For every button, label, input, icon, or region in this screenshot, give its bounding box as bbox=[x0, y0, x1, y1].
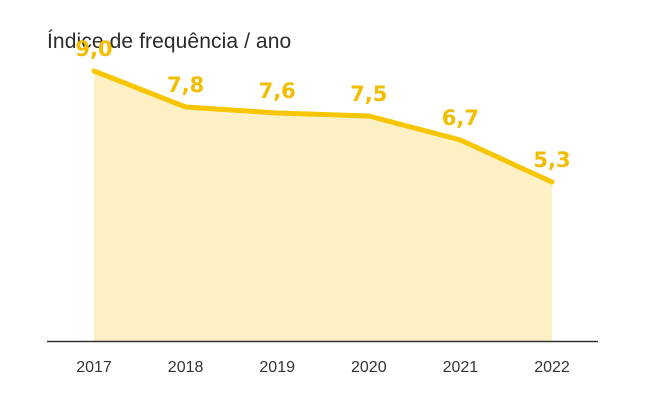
area-fill bbox=[94, 71, 552, 341]
x-tick-label-2020: 2020 bbox=[351, 359, 387, 376]
x-tick-label-2017: 2017 bbox=[76, 359, 112, 376]
data-label-2022: 5,3 bbox=[533, 148, 570, 172]
data-label-2020: 7,5 bbox=[350, 82, 387, 106]
x-axis-ticks: 2017 2018 2019 2020 2021 2022 bbox=[76, 359, 570, 376]
data-label-2019: 7,6 bbox=[259, 79, 296, 103]
data-label-2021: 6,7 bbox=[442, 106, 479, 130]
x-tick-label-2019: 2019 bbox=[259, 359, 295, 376]
x-tick-label-2022: 2022 bbox=[534, 359, 570, 376]
data-label-2017: 9,0 bbox=[75, 37, 112, 61]
data-label-2018: 7,8 bbox=[167, 73, 204, 97]
chart-title: Índice de frequência / ano bbox=[47, 30, 292, 53]
series-line bbox=[91, 68, 555, 185]
data-labels: 9,0 7,8 7,6 7,5 6,7 5,3 bbox=[75, 37, 570, 172]
x-tick-label-2021: 2021 bbox=[443, 359, 479, 376]
x-tick-label-2018: 2018 bbox=[168, 359, 204, 376]
